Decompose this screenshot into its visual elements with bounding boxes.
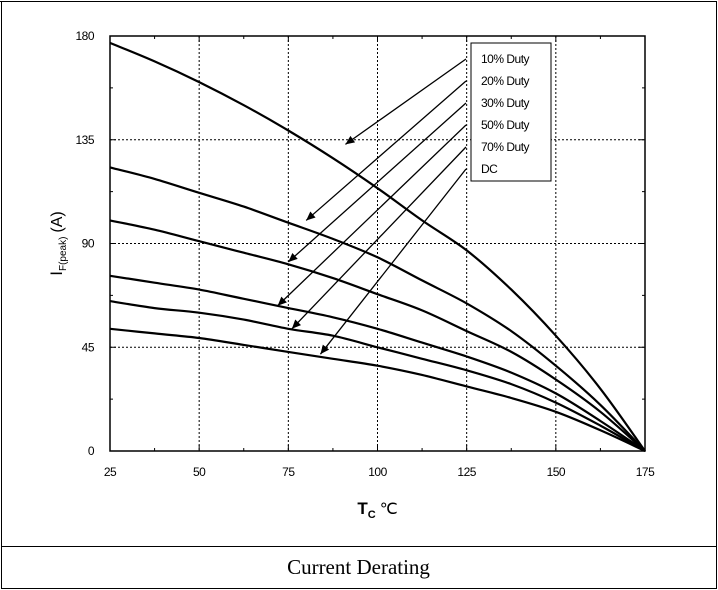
frame-right-border [716, 1, 717, 589]
series-line [109, 327, 646, 452]
figure-caption: Current Derating [287, 555, 430, 579]
legend-arrow-line [345, 58, 467, 145]
legend-label: 70% Duty [481, 140, 530, 154]
y-tick-label: 180 [75, 29, 94, 43]
frame-top-border [0, 1, 716, 2]
x-tick-label: 100 [368, 465, 387, 479]
series-layer [109, 41, 646, 452]
series-line [109, 300, 646, 452]
legend-label: 20% Duty [481, 74, 530, 88]
x-axis-label-unit: ℃ [380, 501, 398, 518]
x-axis-label-sub: C [368, 509, 376, 521]
y-tick-label: 135 [75, 133, 94, 147]
legend-arrow-head [291, 319, 302, 329]
y-axis-label-sub: F(peak) [58, 237, 69, 271]
ticks-layer: 25 50 75 100 125 150 175 0 45 90 135 180 [75, 29, 655, 479]
y-tick-label: 90 [82, 237, 95, 251]
series-line [109, 219, 646, 452]
x-tick-label: 25 [104, 465, 117, 479]
legend-label: 10% Duty [481, 52, 530, 66]
y-axis-label-unit: (A) [49, 211, 66, 232]
legend-arrow-line [277, 124, 467, 307]
x-tick-label: 175 [636, 465, 655, 479]
legend: 10% Duty 20% Duty 30% Duty 50% Duty 70% Duty… [470, 42, 552, 182]
legend-arrow-line [319, 168, 467, 355]
legend-label: 50% Duty [481, 118, 530, 132]
y-tick-label: 0 [88, 444, 95, 458]
x-axis-label-main: T [357, 499, 368, 518]
grid-layer [110, 36, 645, 451]
x-axis-label: TC ℃ [357, 499, 397, 521]
legend-arrow-head [345, 135, 356, 145]
x-tick-label: 150 [547, 465, 566, 479]
y-axis-label-main: I [47, 271, 66, 276]
legend-arrow-line [287, 102, 467, 263]
series-line [109, 41, 646, 452]
legend-label: DC [481, 162, 498, 176]
y-axis-label: IF(peak) (A) [47, 211, 69, 276]
legend-arrow-line [291, 146, 467, 330]
current-derating-chart: 25 50 75 100 125 150 175 0 45 90 135 180 10% Duty 20… [47, 29, 656, 521]
legend-arrow-head [288, 252, 298, 262]
legend-arrow-head [320, 344, 330, 355]
y-tick-label: 45 [82, 340, 95, 354]
x-tick-label: 50 [193, 465, 206, 479]
frame-divider [1, 546, 716, 547]
legend-label: 30% Duty [481, 96, 530, 110]
series-line [109, 166, 646, 452]
legend-arrow-line [305, 80, 467, 221]
frame-bottom-border [1, 588, 716, 589]
legend-arrows [277, 58, 467, 355]
x-tick-label: 125 [457, 465, 476, 479]
axis-labels: TC ℃ IF(peak) (A) [47, 211, 398, 521]
legend-arrow-head [306, 211, 316, 221]
series-line [109, 274, 646, 452]
legend-box [470, 42, 552, 182]
frame-left-border [1, 1, 2, 589]
x-tick-label: 75 [282, 465, 295, 479]
legend-arrow-head [277, 296, 287, 306]
